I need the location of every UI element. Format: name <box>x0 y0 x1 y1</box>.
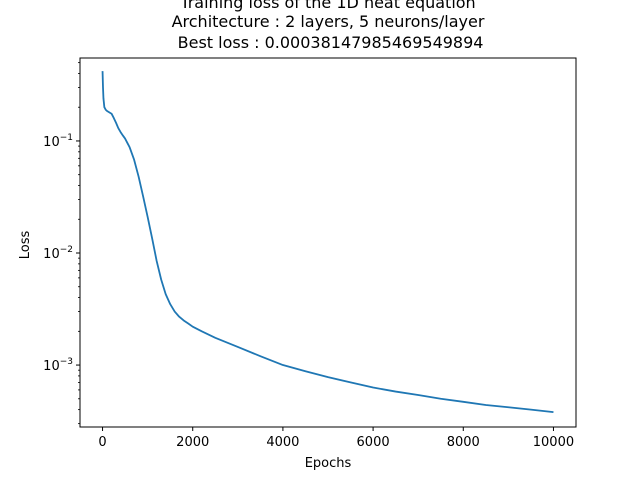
axis-ticks: 0 2000 4000 6000 8000 10000 10−1 10−2 10−3 <box>43 62 574 450</box>
series-layer <box>101 71 554 414</box>
y-axis-label: Loss <box>18 231 33 260</box>
chart-title-line-2: Architecture : 2 layers, 5 neurons/layer <box>172 12 485 31</box>
axes-frame <box>79 57 577 428</box>
x-tick-label: 0 <box>98 435 106 450</box>
loss-series-line <box>101 71 554 414</box>
x-tick-label: 10000 <box>533 435 574 450</box>
x-tick-label: 8000 <box>447 435 480 450</box>
chart-title: Training loss of the 1D heat equation Ar… <box>172 0 485 52</box>
chart-title-line-3: Best loss : 0.00038147985469549894 <box>173 33 484 52</box>
x-tick-label: 6000 <box>357 435 390 450</box>
y-tick-label: 10−2 <box>43 245 73 262</box>
x-axis-label: Epochs <box>305 456 352 471</box>
x-tick-label: 2000 <box>176 435 209 450</box>
y-tick-label: 10−3 <box>43 357 73 374</box>
y-tick-label: 10−1 <box>43 133 73 150</box>
x-tick-label: 4000 <box>266 435 299 450</box>
chart-title-line-1: Training loss of the 1D heat equation <box>179 0 475 12</box>
